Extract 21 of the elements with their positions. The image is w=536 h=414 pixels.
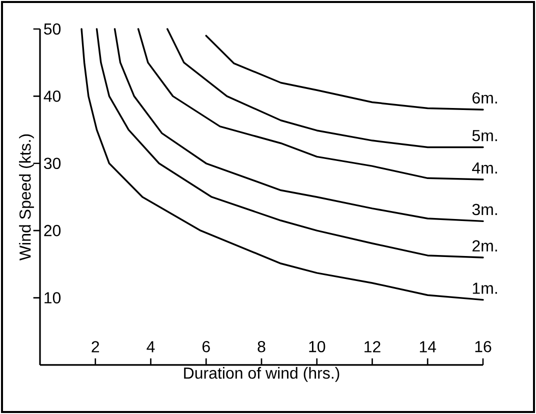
y-tick-label: 50	[44, 23, 61, 35]
y-tick-label: 30	[44, 158, 61, 170]
series-label: 3m.	[472, 204, 497, 216]
x-tick-label: 16	[475, 340, 492, 352]
x-tick-label: 4	[146, 341, 155, 352]
series-label: 6m.	[472, 92, 497, 104]
x-tick-label: 2	[92, 341, 100, 352]
series-label: 4m.	[472, 162, 497, 174]
series-label: 5m.	[472, 130, 497, 142]
y-tick-label: 10	[44, 292, 61, 304]
y-tick-label: 40	[44, 90, 61, 102]
x-tick-label: 10	[309, 340, 326, 352]
x-tick-label: 14	[420, 341, 436, 352]
y-tick-label: 20	[44, 224, 61, 236]
y-axis-title: Wind Speed (kts.)	[19, 134, 34, 261]
x-axis-title: Duration of wind (hrs.)	[184, 367, 340, 382]
x-tick-label: 6	[202, 340, 210, 352]
x-tick-label: 12	[364, 341, 380, 352]
series-label: 1m.	[472, 282, 497, 294]
x-tick-label: 8	[258, 340, 266, 352]
series-label: 2m.	[472, 240, 497, 252]
